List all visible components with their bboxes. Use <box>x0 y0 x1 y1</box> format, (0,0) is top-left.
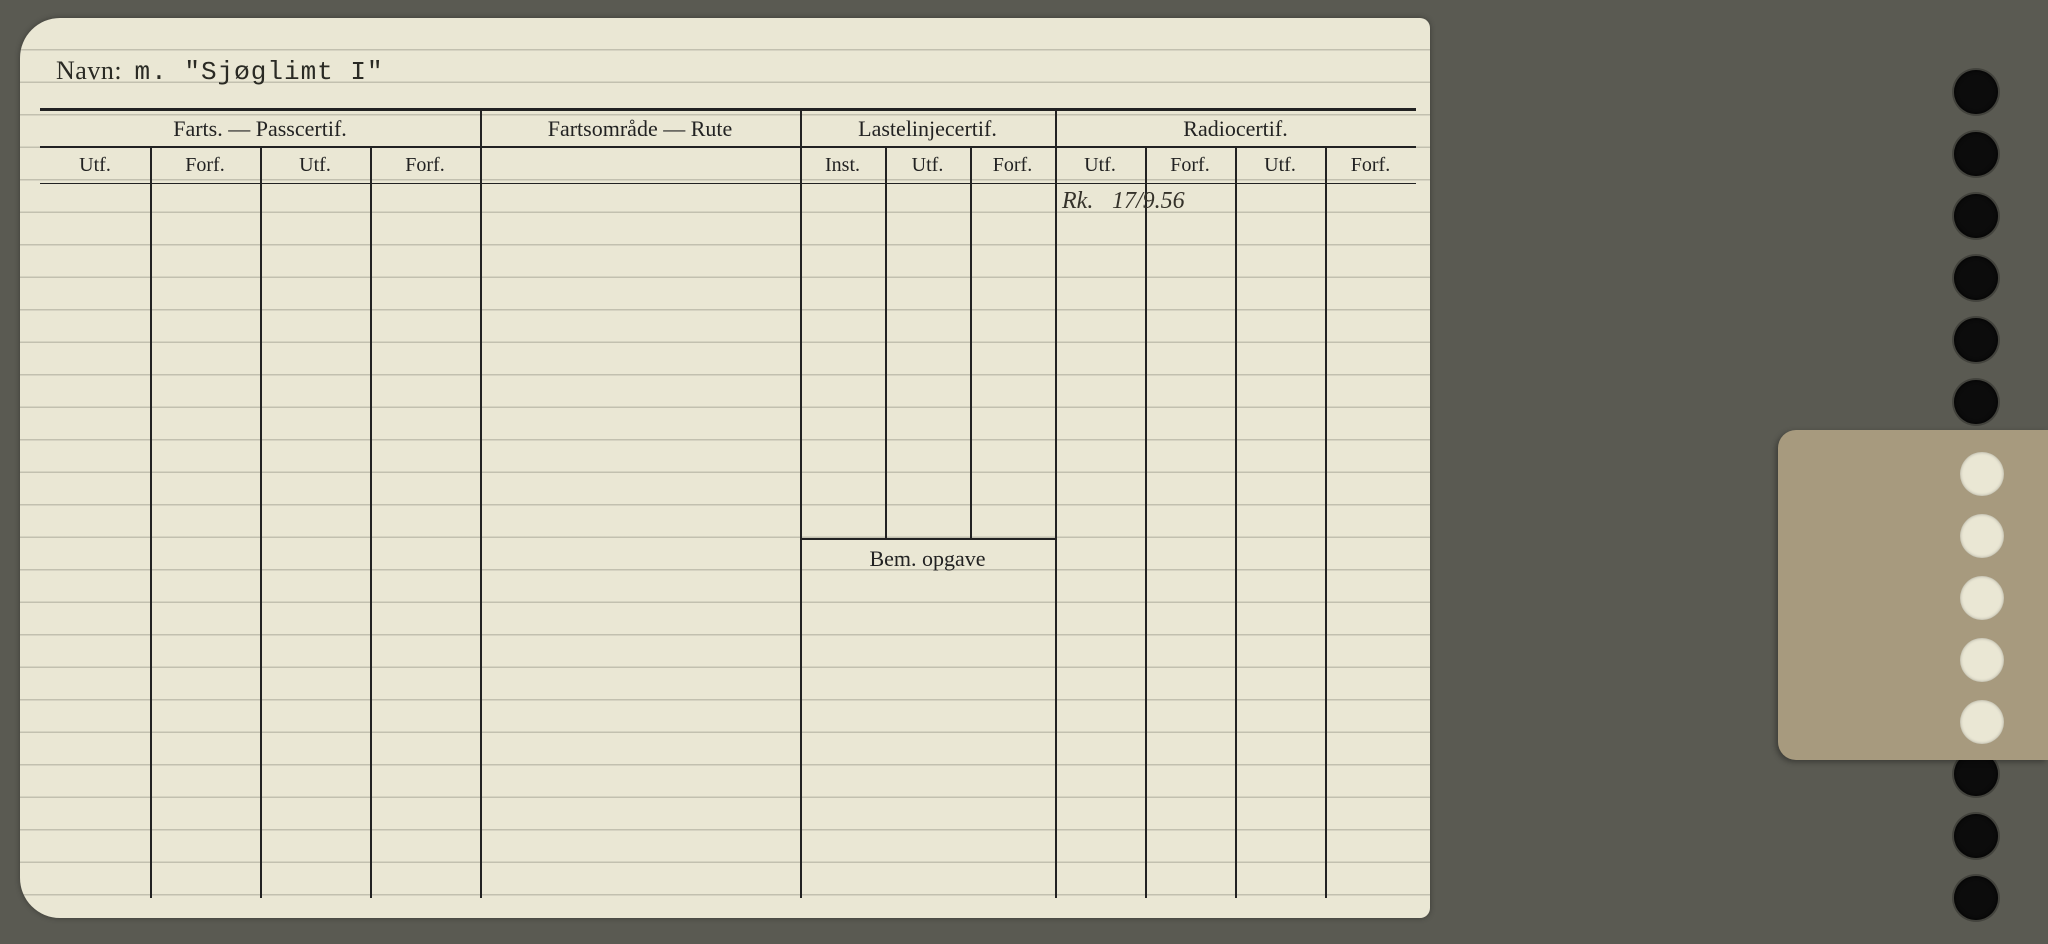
col-div-farts-2 <box>260 146 262 898</box>
col-radio-utf2: Utf. <box>1235 154 1325 182</box>
punch-hole <box>1954 194 1998 238</box>
divider-laste-radio <box>1055 108 1057 898</box>
entry-radio-forf1: 17/9.56 <box>1112 188 1185 215</box>
col-farts-utf2: Utf. <box>260 154 370 182</box>
col-div-radio-3 <box>1325 146 1327 898</box>
name-row: Navn: m. "Sjøglimt I" <box>56 56 384 87</box>
subheader-rule <box>40 146 1416 148</box>
tab-hole <box>1960 638 2004 682</box>
punch-hole <box>1954 876 1998 920</box>
divider-rute-laste <box>800 108 802 898</box>
section-header-laste: Lastelinjecertif. <box>800 116 1055 146</box>
name-value: m. "Sjøglimt I" <box>135 57 384 87</box>
tab-hole <box>1960 452 2004 496</box>
page: Navn: m. "Sjøglimt I" Farts. — Passcerti… <box>0 0 2048 944</box>
col-div-radio-1 <box>1145 146 1147 898</box>
tab-hole <box>1960 514 2004 558</box>
col-radio-forf1: Forf. <box>1145 154 1235 182</box>
cardboard-tab <box>1778 430 2048 760</box>
col-div-laste-2 <box>970 146 972 538</box>
col-div-laste-1 <box>885 146 887 538</box>
section-header-rute: Fartsområde — Rute <box>480 116 800 146</box>
punch-hole <box>1954 318 1998 362</box>
col-div-radio-2 <box>1235 146 1237 898</box>
col-laste-utf: Utf. <box>885 154 970 182</box>
col-laste-inst: Inst. <box>800 154 885 182</box>
divider-farts-rute <box>480 108 482 898</box>
punch-hole <box>1954 132 1998 176</box>
col-farts-forf1: Forf. <box>150 154 260 182</box>
punch-hole <box>1954 814 1998 858</box>
name-label: Navn: <box>56 56 122 85</box>
col-farts-forf2: Forf. <box>370 154 480 182</box>
tab-hole <box>1960 700 2004 744</box>
col-farts-utf1: Utf. <box>40 154 150 182</box>
col-div-farts-3 <box>370 146 372 898</box>
punch-hole <box>1954 70 1998 114</box>
column-rule <box>40 183 1416 184</box>
punch-hole <box>1954 380 1998 424</box>
entry-radio-utf1: Rk. <box>1062 188 1093 215</box>
bem-label: Bem. opgave <box>800 546 1055 572</box>
col-radio-utf1: Utf. <box>1055 154 1145 182</box>
punch-hole <box>1954 256 1998 300</box>
tab-hole <box>1960 576 2004 620</box>
section-header-radio: Radiocertif. <box>1055 116 1416 146</box>
bem-rule <box>800 538 1055 540</box>
col-div-farts-1 <box>150 146 152 898</box>
col-laste-forf: Forf. <box>970 154 1055 182</box>
index-card: Navn: m. "Sjøglimt I" Farts. — Passcerti… <box>20 18 1430 918</box>
header-rule <box>40 108 1416 111</box>
section-header-farts: Farts. — Passcertif. <box>40 116 480 146</box>
col-radio-forf2: Forf. <box>1325 154 1416 182</box>
